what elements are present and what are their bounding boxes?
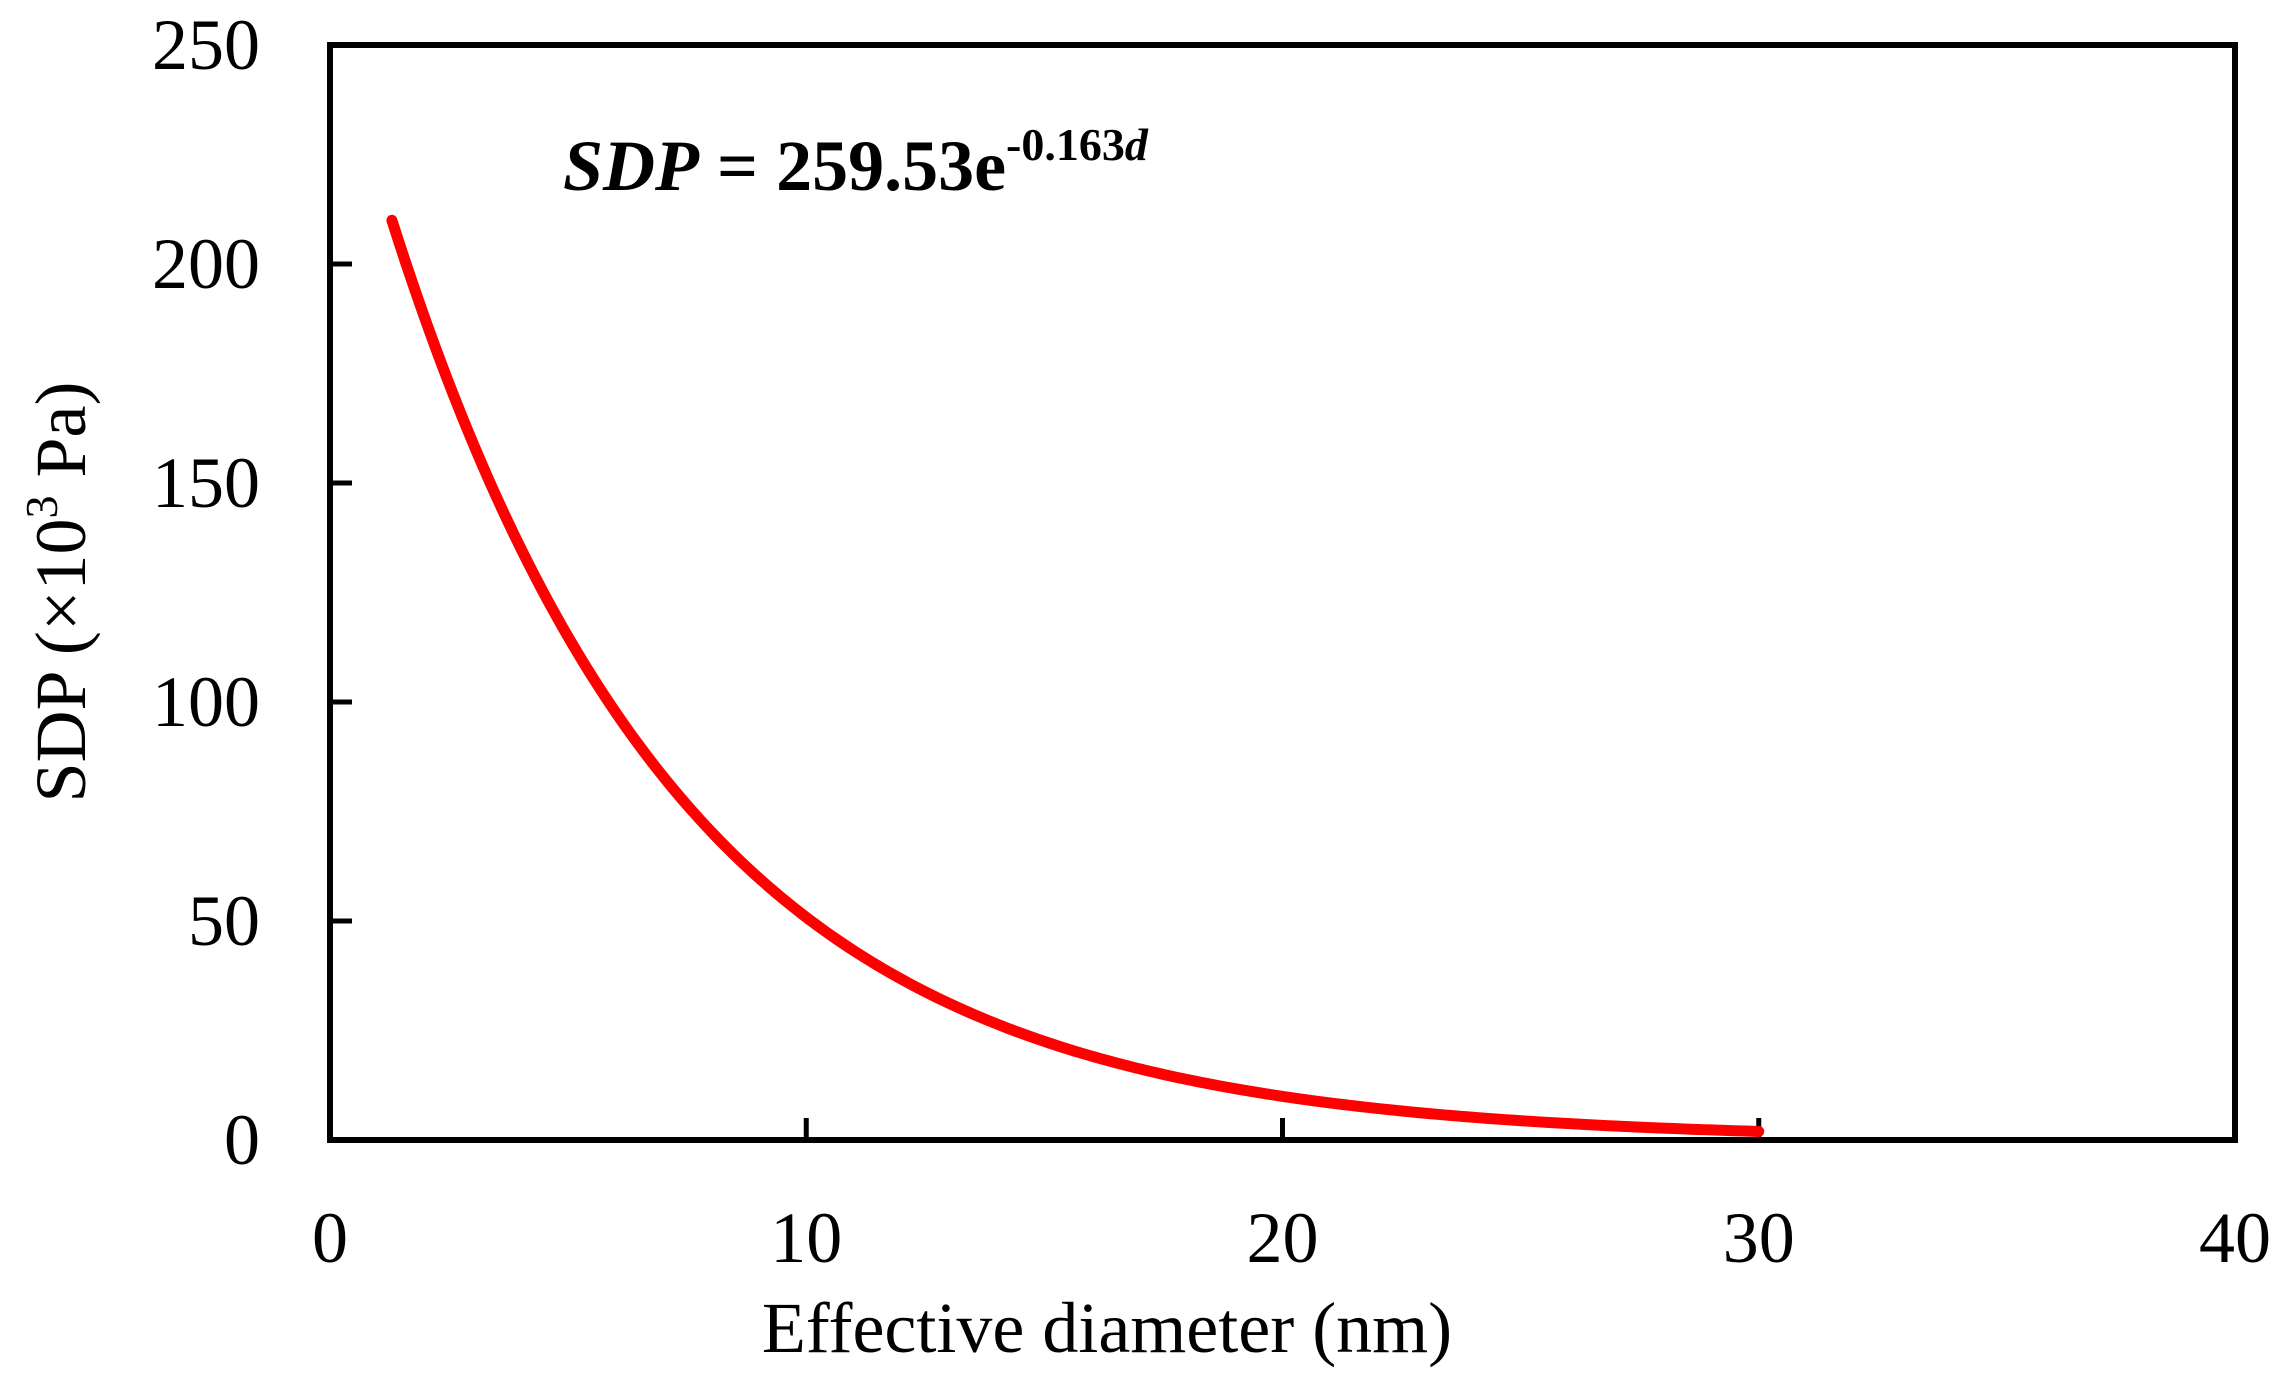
x-axis-title: Effective diameter (nm) (762, 1288, 1452, 1368)
equation-annotation: SDP = 259.53e-0.163d (563, 119, 1149, 206)
y-axis-title-prefix: SDP ( (21, 631, 101, 802)
equation-exponent-variable: d (1125, 119, 1149, 170)
equation-lhs: SDP (563, 126, 700, 206)
y-tick-label: 50 (188, 881, 260, 961)
x-tick-label: 20 (1247, 1198, 1319, 1278)
equation-coefficient: 259.53e (776, 126, 1006, 206)
y-tick-label: 150 (152, 443, 260, 523)
x-tick-label: 40 (2199, 1198, 2271, 1278)
y-axis-title-base: 10 (21, 518, 101, 590)
equation-exponent: -0.163 (1006, 119, 1125, 170)
x-tick-label: 0 (312, 1198, 348, 1278)
x-axis-ticks: 0 10 20 30 40 (312, 1118, 2271, 1278)
equation-equals: = (699, 126, 776, 206)
series-line-sdp (386, 214, 1765, 1137)
plot-area-frame (327, 42, 2238, 1143)
y-axis-ticks: 0 50 100 150 200 250 (152, 5, 352, 1180)
y-tick-label: 0 (224, 1100, 260, 1180)
y-axis-title-times: × (21, 590, 101, 631)
y-tick-label: 250 (152, 5, 260, 85)
y-tick-label: 100 (152, 662, 260, 742)
y-axis-title-exponent: 3 (16, 495, 67, 518)
y-axis-title-suffix: Pa) (21, 382, 101, 496)
x-tick-label: 30 (1723, 1198, 1795, 1278)
x-tick-label: 10 (770, 1198, 842, 1278)
y-axis-title: SDP (×103 Pa) (16, 382, 101, 803)
y-tick-label: 200 (152, 224, 260, 304)
